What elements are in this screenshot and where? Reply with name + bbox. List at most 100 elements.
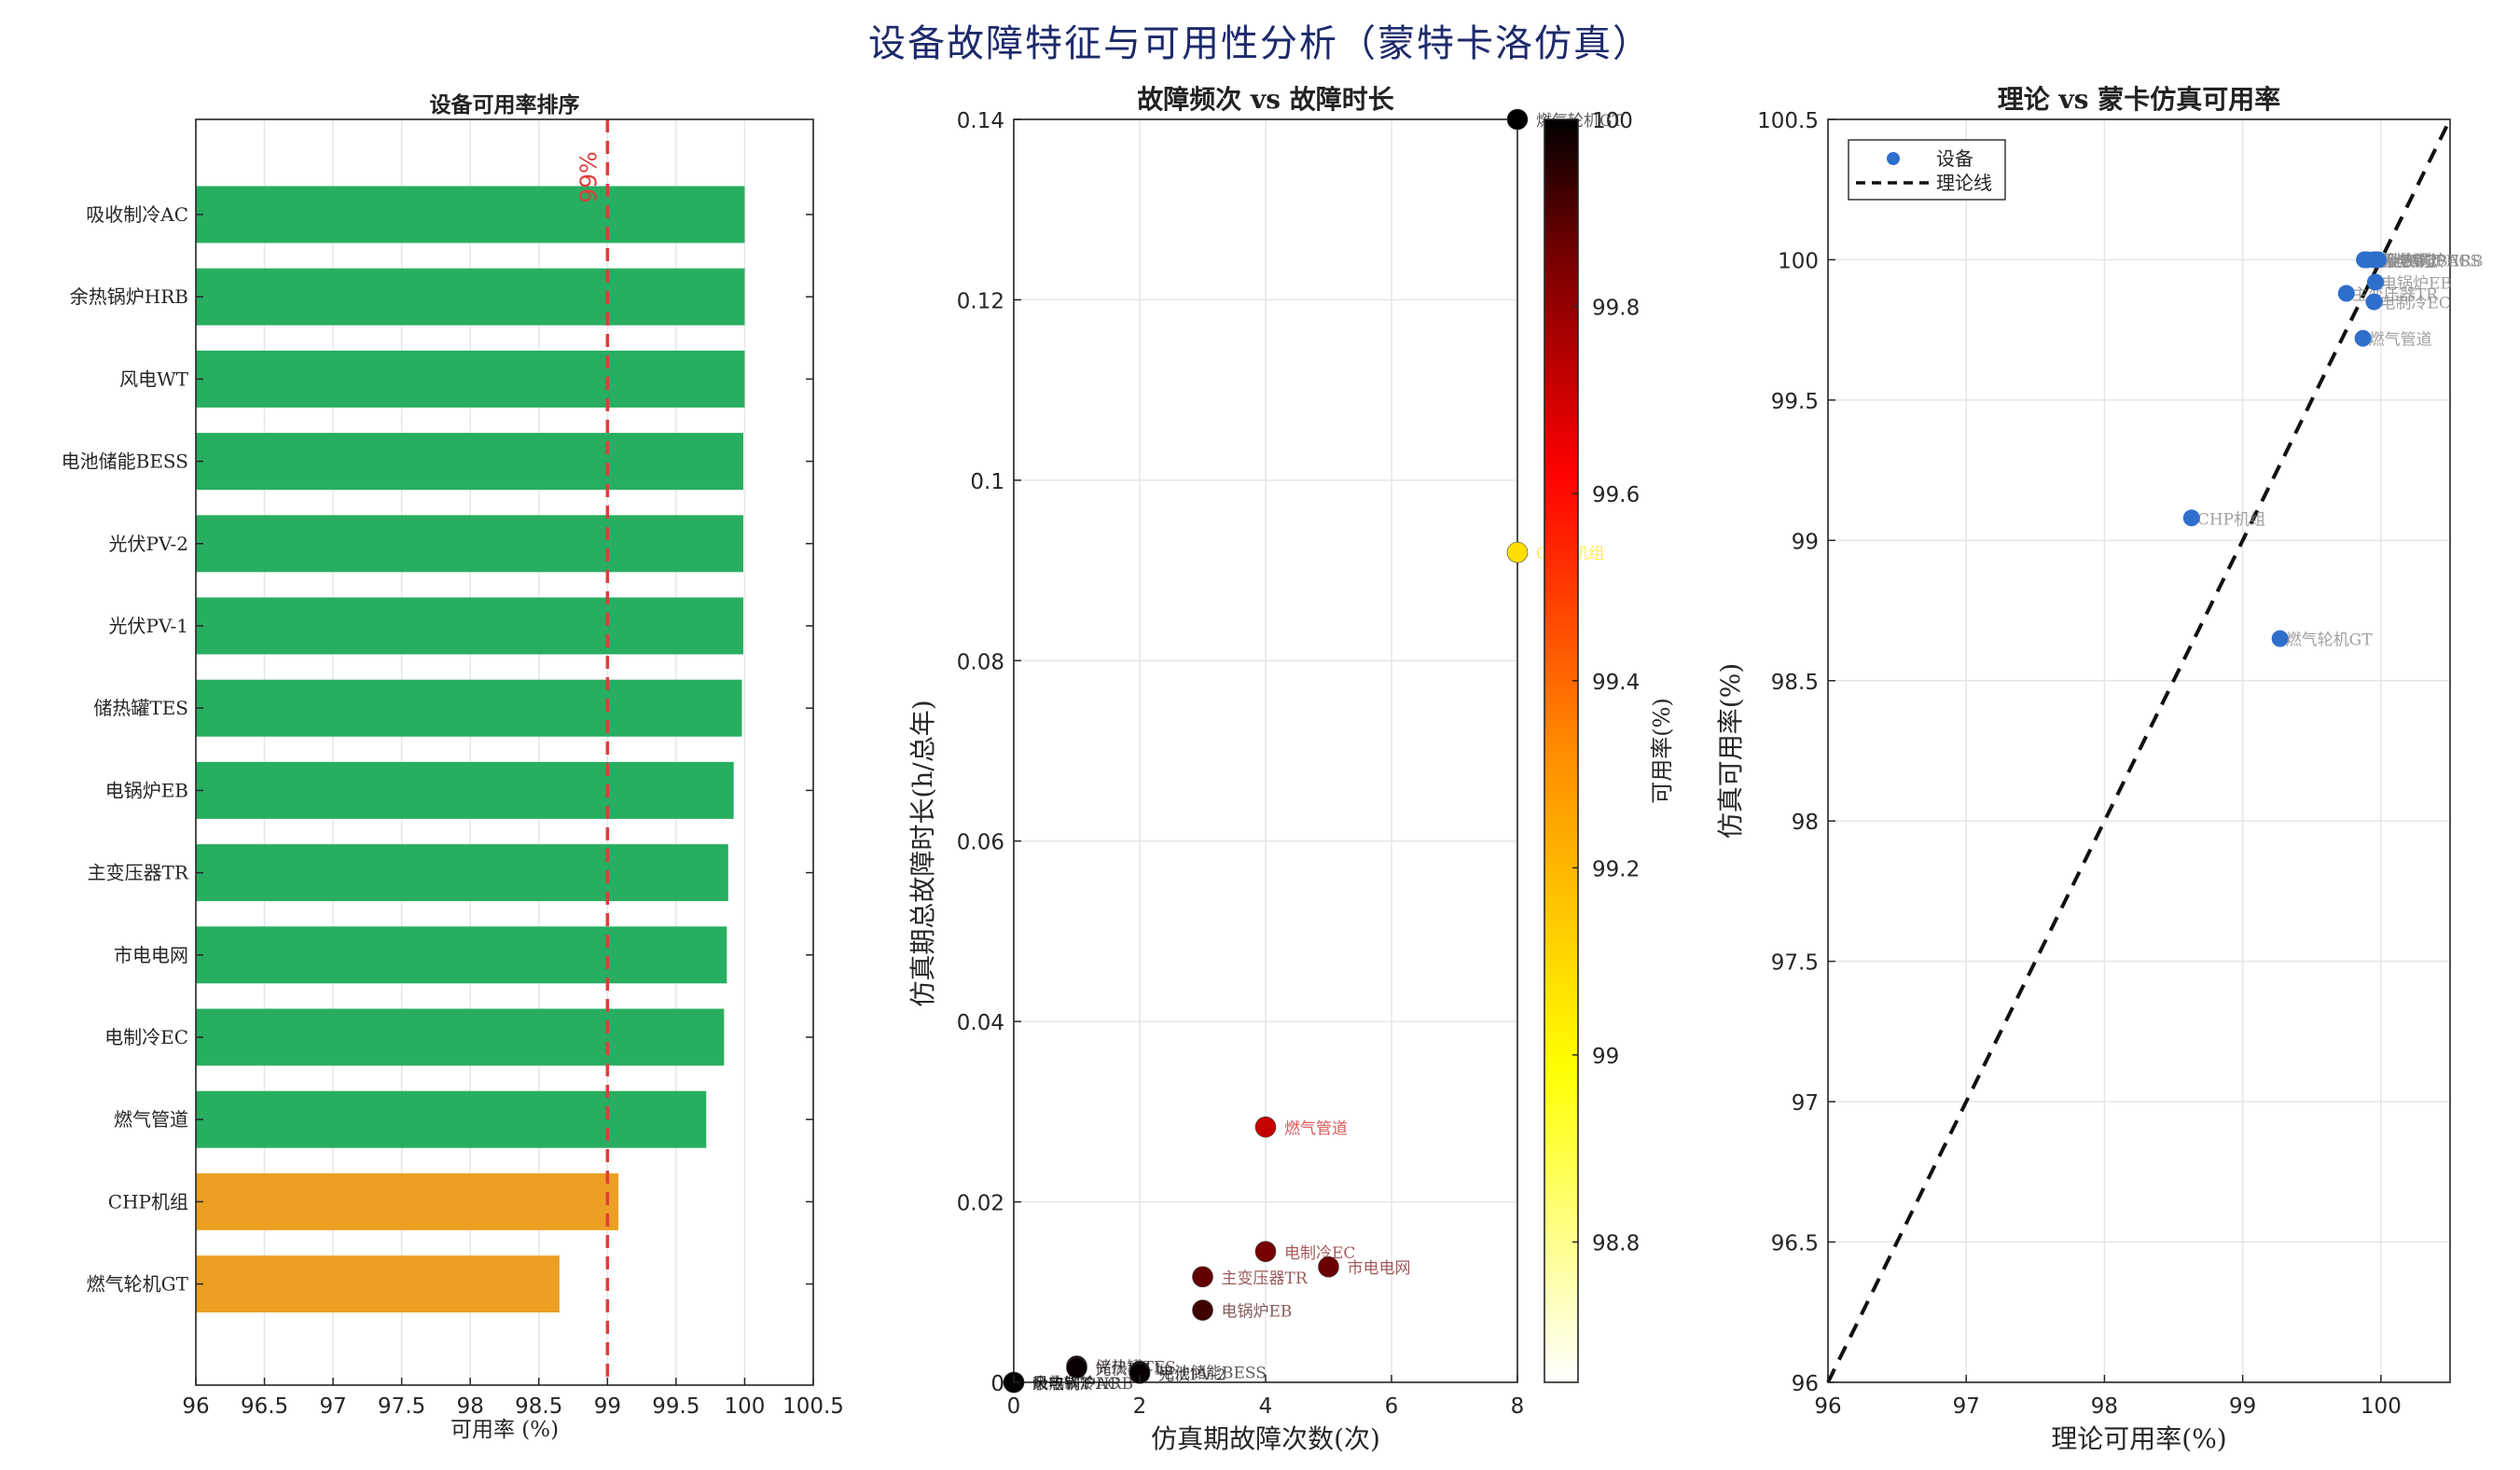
scatter-y-tick-label: 0.04 [957,1011,1004,1035]
fault-scatter-chart: 故障频次 vs 故障时长 燃气轮机GTCHP机组燃气管道电制冷EC市电电网主变压… [907,84,1675,1454]
scatter-point [1506,541,1529,563]
bar [196,350,745,408]
colorbar-ticks: 98.8 99 99.2 99.4 99.6 99.8 100 [1572,109,1640,1256]
theory-y-tick-label: 98.5 [1771,671,1819,695]
bar-category-label: 光伏PV-2 [108,533,188,555]
colorbar-tick-label: 99.4 [1592,671,1640,695]
bar [196,1090,707,1148]
theory-sim-point-label: 电制冷EC [2379,295,2450,313]
bar-x-tick-label: 100.5 [782,1394,844,1419]
theory-sim-title: 理论 vs 蒙卡仿真可用率 [1998,84,2281,115]
reference-line-label: 99% [575,151,602,203]
bar-category-label: 风电WT [119,368,189,390]
bar-chart-bars [196,186,745,1313]
scatter-point-label: 吸收制冷AC [1032,1375,1119,1394]
bar [196,597,743,655]
bar-x-tick-label: 97.5 [378,1394,425,1419]
scatter-y-tick-label: 0.02 [957,1192,1004,1216]
theory-sim-point [2337,284,2355,302]
theory-sim-point-label: 电锅炉EB [2381,275,2452,294]
scatter-y-tick-label: 0.08 [957,650,1004,674]
bar [196,761,734,819]
fault-scatter-y-ticks: 0 0.02 0.04 0.06 0.08 0.1 0.12 0.14 [957,109,1021,1396]
theory-sim-point-label: 吸收制冷AC [2384,252,2471,270]
bar [196,515,743,573]
scatter-point [1192,1266,1213,1288]
theory-x-tick-label: 97 [1953,1394,1980,1419]
scatter-point [1506,108,1529,131]
theory-sim-point-label: 风电WT [2379,252,2438,270]
theory-sim-point [2356,251,2374,269]
theory-sim-point [2365,293,2383,311]
theory-sim-legend[interactable]: 设备 理论线 [1848,139,2006,201]
scatter-point [1128,1363,1151,1384]
bar-category-label: 电制冷EC [104,1026,188,1048]
theory-y-tick-label: 100 [1778,249,1819,273]
colorbar [1544,118,1579,1383]
theory-y-tick-label: 96 [1792,1372,1819,1396]
colorbar-tick-label: 99.8 [1592,297,1640,321]
bar-category-label: 吸收制冷AC [86,203,188,226]
scatter-point [1254,1241,1277,1263]
colorbar-tick-label: 99.2 [1592,857,1640,881]
scatter-point-label: 燃气管道 [1284,1119,1348,1138]
bar-x-tick-label: 98 [457,1394,484,1419]
colorbar-tick-label: 99 [1592,1045,1619,1069]
scatter-point [1066,1357,1087,1379]
colorbar-tick-label: 99.6 [1592,483,1640,507]
theory-sim-point [2182,509,2200,527]
bar-chart-frame [195,118,814,1386]
legend-device-label: 设备 [1936,147,1973,170]
theory-vs-sim-chart: 理论 vs 蒙卡仿真可用率 吸收制冷AC余热锅炉HRB风电WT电池储能BESS光… [1715,84,2484,1454]
theory-sim-frame [1827,118,2451,1383]
scatter-y-tick-label: 0.12 [957,289,1004,313]
theory-sim-point [2271,630,2289,647]
scatter-y-tick-label: 0 [990,1372,1004,1396]
theory-y-tick-label: 99.5 [1771,390,1819,414]
theory-sim-point-label: CHP机组 [2197,510,2265,529]
bar [196,1255,560,1313]
bar-category-label: 储热罐TES [93,697,188,719]
theory-y-tick-label: 100.5 [1757,109,1819,133]
bar-chart-reference-line: 99% [575,119,610,1385]
theory-sim-points [2182,251,2387,647]
theory-x-tick-label: 96 [1814,1394,1841,1419]
scatter-point-label: 电池储能BESS [1158,1364,1267,1382]
colorbar-tick-label: 98.8 [1592,1232,1640,1256]
bar-category-label: CHP机组 [108,1190,188,1213]
bar-category-label: 市电电网 [114,944,188,966]
colorbar-label: 可用率(%) [1649,698,1675,804]
theory-sim-annotations: 吸收制冷AC余热锅炉HRB风电WT电池储能BESS光伏PV-2电锅炉EB主变压器… [2197,252,2484,649]
theory-sim-point [2366,273,2384,291]
fault-scatter-title: 故障频次 vs 故障时长 [1137,84,1394,115]
bar-x-tick-label: 98.5 [515,1394,562,1419]
bar-category-label: 电锅炉EB [105,779,188,801]
scatter-point [1192,1299,1213,1321]
theory-y-tick-label: 98 [1792,811,1819,835]
theory-x-tick-label: 99 [2229,1394,2256,1419]
bar-category-label: 余热锅炉HRB [70,285,188,308]
legend-device-marker [1887,152,1900,165]
fault-scatter-y-label: 仿真期总故障时长(h/总年) [907,700,938,1006]
scatter-y-tick-label: 0.1 [970,470,1004,494]
bar [196,186,745,243]
bar [196,679,742,737]
theory-sim-point-label: 光伏PV-2 [2370,252,2438,270]
bar [196,844,728,902]
scatter-x-tick-label: 4 [1259,1394,1273,1419]
bar-x-tick-label: 99.5 [652,1394,699,1419]
scatter-x-tick-label: 0 [1007,1394,1021,1419]
theory-y-tick-label: 97 [1792,1091,1819,1116]
theory-y-tick-label: 96.5 [1771,1232,1819,1256]
theory-x-tick-label: 98 [2091,1394,2118,1419]
scatter-x-tick-label: 6 [1385,1394,1399,1419]
bar [196,1008,725,1066]
bar-chart-x-label: 可用率 (%) [450,1418,559,1442]
theory-sim-x-ticks: 96 97 98 99 100 [1814,1375,2402,1419]
bar-category-label: 燃气轮机GT [87,1273,189,1296]
scatter-point-label: 风电WT [1032,1375,1091,1394]
scatter-x-tick-label: 2 [1133,1394,1147,1419]
theory-sim-y-label: 仿真可用率(%) [1715,663,1746,839]
legend-box [1848,139,2006,201]
